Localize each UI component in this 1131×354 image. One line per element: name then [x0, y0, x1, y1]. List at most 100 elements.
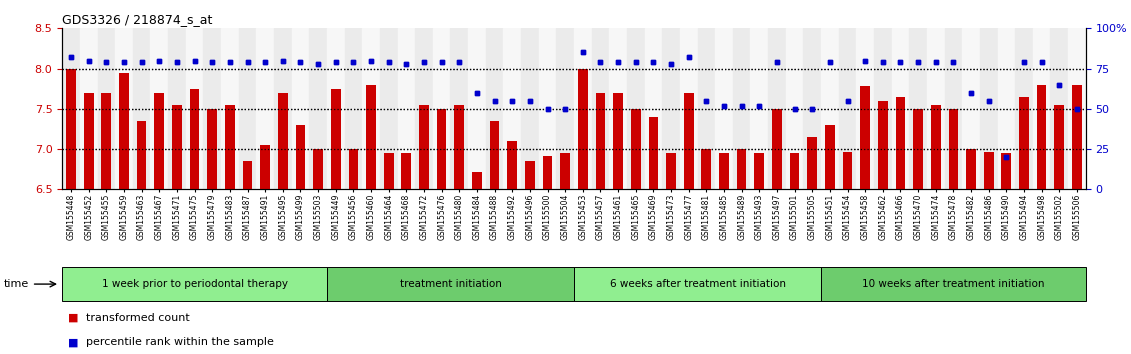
- Bar: [243, 161, 252, 189]
- Point: [1051, 82, 1069, 87]
- Bar: [292, 28, 309, 189]
- Bar: [698, 28, 715, 189]
- Point: [185, 58, 204, 63]
- Bar: [313, 149, 323, 189]
- Bar: [1054, 105, 1064, 189]
- Bar: [508, 141, 517, 189]
- Bar: [949, 109, 958, 189]
- Bar: [67, 69, 76, 189]
- Bar: [348, 149, 359, 189]
- Bar: [327, 267, 573, 301]
- Bar: [613, 93, 623, 189]
- Point: [468, 90, 486, 96]
- Bar: [878, 101, 888, 189]
- Bar: [278, 93, 287, 189]
- Bar: [666, 153, 676, 189]
- Point: [167, 59, 185, 65]
- Text: treatment initiation: treatment initiation: [399, 279, 501, 289]
- Bar: [155, 93, 164, 189]
- Bar: [115, 28, 132, 189]
- Bar: [931, 105, 941, 189]
- Point: [944, 59, 962, 65]
- Point: [610, 59, 628, 65]
- Bar: [578, 69, 588, 189]
- Point: [380, 59, 398, 65]
- Point: [292, 59, 310, 65]
- Point: [715, 103, 733, 108]
- Bar: [610, 28, 627, 189]
- Point: [274, 58, 292, 63]
- Bar: [861, 86, 870, 189]
- Bar: [345, 28, 362, 189]
- Bar: [362, 28, 380, 189]
- Bar: [490, 121, 500, 189]
- Point: [380, 59, 398, 65]
- Point: [786, 106, 804, 112]
- Point: [79, 58, 97, 63]
- Bar: [295, 125, 305, 189]
- Bar: [397, 28, 415, 189]
- Point: [115, 59, 133, 65]
- Bar: [450, 28, 468, 189]
- Bar: [789, 153, 800, 189]
- Point: [97, 59, 115, 65]
- Bar: [1072, 85, 1081, 189]
- Bar: [313, 149, 323, 189]
- Point: [97, 59, 115, 65]
- Point: [556, 106, 575, 112]
- Bar: [490, 121, 500, 189]
- Bar: [543, 155, 552, 189]
- Bar: [1001, 153, 1011, 189]
- Bar: [627, 28, 645, 189]
- Bar: [1033, 28, 1051, 189]
- Bar: [327, 28, 345, 189]
- Point: [838, 98, 856, 104]
- Bar: [472, 172, 482, 189]
- Bar: [596, 93, 605, 189]
- Point: [79, 58, 97, 63]
- Bar: [843, 152, 853, 189]
- Bar: [733, 28, 751, 189]
- Point: [821, 59, 839, 65]
- Point: [962, 90, 981, 96]
- Point: [662, 61, 680, 67]
- Point: [698, 98, 716, 104]
- Point: [998, 154, 1016, 160]
- Bar: [207, 109, 217, 189]
- Bar: [455, 105, 464, 189]
- Bar: [97, 28, 115, 189]
- Text: ■: ■: [68, 337, 78, 347]
- Bar: [786, 28, 803, 189]
- Bar: [984, 152, 993, 189]
- Bar: [684, 93, 693, 189]
- Bar: [560, 153, 570, 189]
- Bar: [913, 109, 923, 189]
- Point: [397, 61, 415, 67]
- Bar: [736, 149, 746, 189]
- Point: [344, 59, 362, 65]
- Bar: [1054, 105, 1064, 189]
- Point: [573, 50, 592, 55]
- Bar: [137, 121, 147, 189]
- Bar: [348, 149, 359, 189]
- Bar: [944, 28, 962, 189]
- Point: [221, 59, 239, 65]
- Bar: [856, 28, 874, 189]
- Point: [856, 58, 874, 63]
- Bar: [137, 121, 147, 189]
- Point: [132, 59, 150, 65]
- Point: [1068, 106, 1086, 112]
- Bar: [1072, 85, 1081, 189]
- Bar: [772, 109, 782, 189]
- Point: [415, 59, 433, 65]
- Bar: [984, 152, 993, 189]
- Bar: [719, 153, 728, 189]
- Bar: [1051, 28, 1068, 189]
- Point: [115, 59, 133, 65]
- Bar: [666, 153, 676, 189]
- Point: [327, 59, 345, 65]
- Point: [62, 55, 80, 60]
- Bar: [437, 109, 447, 189]
- Bar: [824, 125, 835, 189]
- Bar: [415, 28, 433, 189]
